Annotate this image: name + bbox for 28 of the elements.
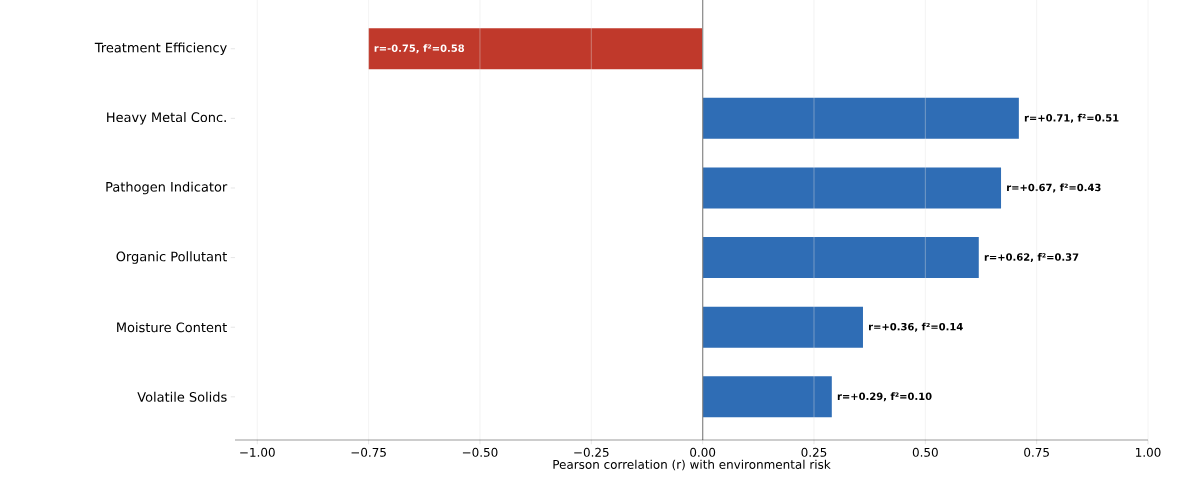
data-label: r=+0.36, f²=0.14 bbox=[869, 322, 963, 332]
y-tick-label: Volatile Solids bbox=[137, 391, 227, 402]
y-tick-label: Pathogen Indicator bbox=[106, 181, 228, 195]
x-tick-label: −0.25 bbox=[574, 447, 609, 457]
bar bbox=[368, 28, 703, 70]
y-tick-label: Organic Pollutant bbox=[116, 251, 227, 264]
x-tick-label: 0.25 bbox=[801, 447, 827, 457]
x-tick-label: 0.75 bbox=[1024, 447, 1049, 457]
data-label: r=+0.67, f²=0.43 bbox=[1007, 183, 1101, 193]
x-tick-label: 0.00 bbox=[690, 447, 716, 457]
bar bbox=[702, 97, 1019, 139]
y-tick-label: Moisture Content bbox=[117, 322, 227, 333]
bar bbox=[702, 237, 979, 279]
x-tick-label: −0.50 bbox=[462, 447, 498, 457]
y-tick-label: Heavy Metal Conc. bbox=[107, 112, 226, 125]
y-tick-label: Treatment Efficiency bbox=[94, 42, 227, 55]
data-label: r=-0.75, f²=0.58 bbox=[374, 44, 465, 54]
x-tick-label: 0.50 bbox=[912, 447, 938, 457]
data-label: r=+0.29, f²=0.10 bbox=[837, 392, 932, 402]
x-tick-label: 1.00 bbox=[1136, 447, 1161, 457]
bar bbox=[702, 306, 863, 348]
x-tick-label: −0.75 bbox=[351, 447, 386, 457]
data-label: r=+0.71, f²=0.51 bbox=[1024, 113, 1119, 123]
data-label: r=+0.62, f²=0.37 bbox=[984, 253, 1079, 263]
x-tick-label: −1.00 bbox=[240, 447, 275, 457]
x-axis-title: Pearson correlation (r) with environmental risk bbox=[553, 459, 831, 471]
bar bbox=[702, 167, 1002, 209]
bar bbox=[702, 376, 832, 418]
